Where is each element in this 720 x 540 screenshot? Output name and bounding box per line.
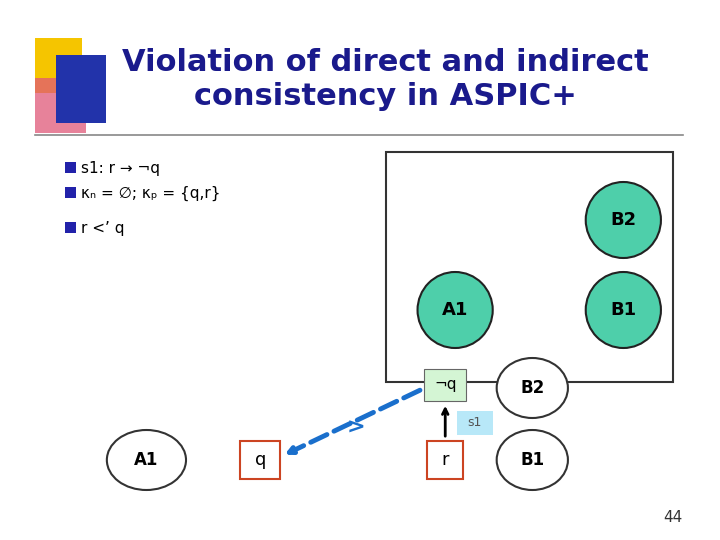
Bar — [428, 441, 463, 479]
Text: B1: B1 — [521, 451, 544, 469]
Bar — [35, 78, 86, 133]
Text: B2: B2 — [520, 379, 544, 397]
Text: Violation of direct and indirect: Violation of direct and indirect — [122, 48, 649, 77]
Bar — [35, 38, 82, 93]
Ellipse shape — [586, 182, 661, 258]
Bar — [66, 222, 76, 233]
Text: 44: 44 — [663, 510, 683, 525]
Ellipse shape — [586, 272, 661, 348]
Bar — [457, 411, 492, 435]
Bar — [56, 55, 106, 123]
Text: r: r — [441, 451, 449, 469]
Text: A1: A1 — [442, 301, 468, 319]
Text: A1: A1 — [134, 451, 158, 469]
Bar — [240, 441, 280, 479]
Bar — [386, 152, 672, 382]
Bar — [425, 369, 466, 401]
Text: κₙ = ∅; κₚ = {q,r}: κₙ = ∅; κₚ = {q,r} — [81, 186, 220, 201]
Ellipse shape — [497, 430, 568, 490]
Text: consistency in ASPIC+: consistency in ASPIC+ — [194, 82, 577, 111]
Text: B2: B2 — [611, 211, 636, 229]
Text: ¬q: ¬q — [434, 377, 456, 393]
Ellipse shape — [418, 272, 492, 348]
Text: q: q — [255, 451, 266, 469]
Ellipse shape — [107, 430, 186, 490]
Text: r <’ q: r <’ q — [81, 221, 125, 236]
Text: s1: r → ¬q: s1: r → ¬q — [81, 161, 160, 176]
Text: s1: s1 — [468, 416, 482, 429]
Ellipse shape — [497, 358, 568, 418]
Bar — [66, 162, 76, 173]
Bar — [66, 187, 76, 198]
Text: B1: B1 — [611, 301, 636, 319]
Text: >: > — [347, 418, 366, 438]
